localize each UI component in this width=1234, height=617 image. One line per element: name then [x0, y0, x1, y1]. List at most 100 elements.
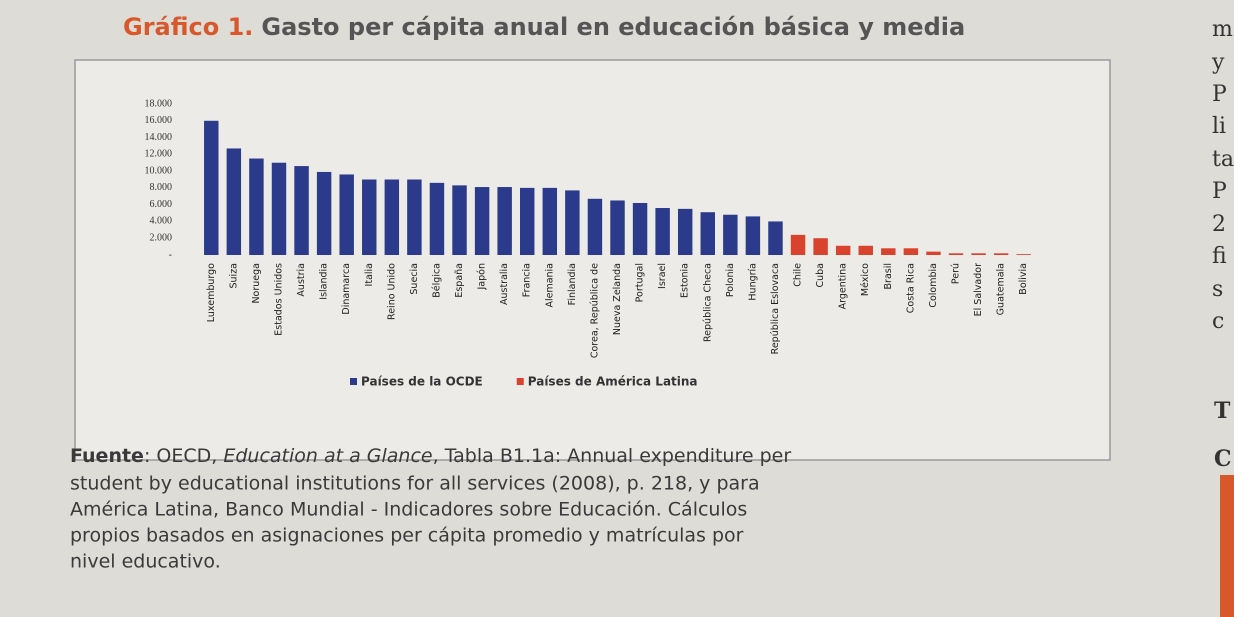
text-fragment: y [1211, 50, 1225, 75]
x-tick-label: Estados Unidos [273, 263, 284, 336]
text-fragment: s [1212, 277, 1223, 302]
text-fragment: m [1212, 17, 1233, 42]
x-tick-label: Chile [793, 263, 804, 287]
title-text: Gasto per cápita anual en educación bási… [261, 13, 965, 41]
x-tick-label: Alemania [544, 263, 555, 308]
y-tick-label: - [169, 249, 172, 260]
bar [859, 246, 873, 255]
text-fragment: P [1212, 179, 1227, 204]
y-tick-label: 10.000 [145, 165, 173, 176]
x-tick-label: Argentina [838, 263, 849, 309]
source-line: student by educational institutions for … [70, 473, 760, 495]
x-tick-label: Nueva Zelanda [612, 263, 623, 335]
bar [565, 190, 579, 255]
source-line: nivel educativo. [70, 551, 221, 573]
legend-swatch [350, 378, 357, 385]
x-tick-label: Italia [364, 263, 375, 286]
y-tick-label: 6.000 [150, 199, 173, 210]
x-tick-label: Luxemburgo [206, 263, 217, 322]
x-tick-label: Bélgica [431, 263, 442, 298]
bar [1016, 254, 1030, 255]
page: {"chart_data": {"type": "bar", "figure_l… [0, 0, 1234, 617]
text-fragment: li [1212, 114, 1226, 139]
bar [701, 212, 715, 255]
bar [813, 238, 827, 255]
bar [249, 159, 263, 255]
x-tick-label: Suecia [409, 263, 420, 295]
x-tick-label: Dinamarca [341, 263, 352, 315]
x-tick-label: Hungría [747, 263, 758, 301]
x-tick-label: Reino Unido [386, 263, 397, 320]
side-box [1220, 475, 1234, 617]
bar [430, 183, 444, 255]
bar [926, 252, 940, 255]
bar [227, 148, 241, 255]
x-tick-label: Cuba [815, 263, 826, 288]
bar [746, 216, 760, 255]
y-tick-label: 16.000 [145, 115, 173, 126]
x-tick-label: Finlandia [567, 263, 578, 305]
bar [971, 253, 985, 255]
x-tick-label: México [860, 263, 871, 296]
bar [655, 208, 669, 255]
x-tick-label: Costa Rica [905, 263, 916, 313]
x-tick-label: Perú [951, 263, 962, 284]
legend-label: Países de la OCDE [361, 375, 483, 389]
text-fragment: fi [1212, 244, 1227, 269]
x-tick-label: Israel [657, 263, 668, 289]
bar [339, 174, 353, 255]
chart-title: Gráfico 1. Gasto per cápita anual en educ… [123, 13, 965, 41]
bar [475, 187, 489, 255]
x-tick-label: República Checa [702, 263, 713, 342]
x-tick-label: Estonia [680, 263, 691, 298]
bar [836, 246, 850, 255]
bar [723, 215, 737, 255]
y-tick-label: 12.000 [145, 149, 173, 160]
x-tick-label: Corea, República de [589, 263, 600, 358]
figure-label: Gráfico 1. [123, 13, 253, 41]
x-tick-label: Guatemala [996, 263, 1007, 315]
x-tick-label: Suiza [228, 263, 239, 289]
bar [791, 235, 805, 255]
chart-frame [75, 60, 1110, 460]
bar [452, 185, 466, 255]
x-tick-label: Colombia [928, 263, 939, 308]
x-tick-label: Portugal [635, 263, 646, 302]
bar [520, 188, 534, 255]
x-tick-label: Francia [522, 263, 533, 297]
bar [904, 248, 918, 255]
source-line: América Latina, Banco Mundial - Indicado… [70, 499, 747, 521]
x-tick-label: República Eslovaca [770, 263, 781, 354]
legend-swatch [517, 378, 524, 385]
bar [610, 200, 624, 255]
bar [272, 163, 286, 255]
x-tick-label: Noruega [251, 263, 262, 304]
bar [317, 172, 331, 255]
bar [678, 209, 692, 255]
source-lead: : OECD, [144, 445, 223, 467]
bar [949, 253, 963, 255]
source-rest: , Tabla B1.1a: Annual expenditure per [433, 445, 792, 467]
bar [362, 180, 376, 256]
page-photo: Gráfico 1. Gasto per cápita anual en educ… [0, 0, 1234, 617]
bar [385, 180, 399, 256]
source-line: propios basados en asignaciones per cápi… [70, 525, 744, 547]
y-tick-label: 14.000 [145, 132, 173, 143]
x-tick-label: Australia [499, 263, 510, 305]
text-fragment: P [1212, 82, 1227, 107]
source-line: Fuente: OECD, Education at a Glance, Tab… [70, 445, 791, 467]
source-label: Fuente [70, 445, 144, 467]
text-fragment: ta [1212, 147, 1234, 172]
text-fragment: 2 [1212, 212, 1226, 237]
x-tick-label: Polonia [725, 263, 736, 297]
bar [204, 121, 218, 255]
bar [407, 180, 421, 256]
x-tick-label: Brasil [883, 263, 894, 289]
bar [588, 199, 602, 255]
y-tick-label: 2.000 [150, 233, 173, 244]
y-tick-label: 8.000 [150, 182, 173, 193]
bar [543, 188, 557, 255]
bar [633, 203, 647, 255]
text-fragment: c [1212, 309, 1224, 334]
bar [994, 253, 1008, 255]
